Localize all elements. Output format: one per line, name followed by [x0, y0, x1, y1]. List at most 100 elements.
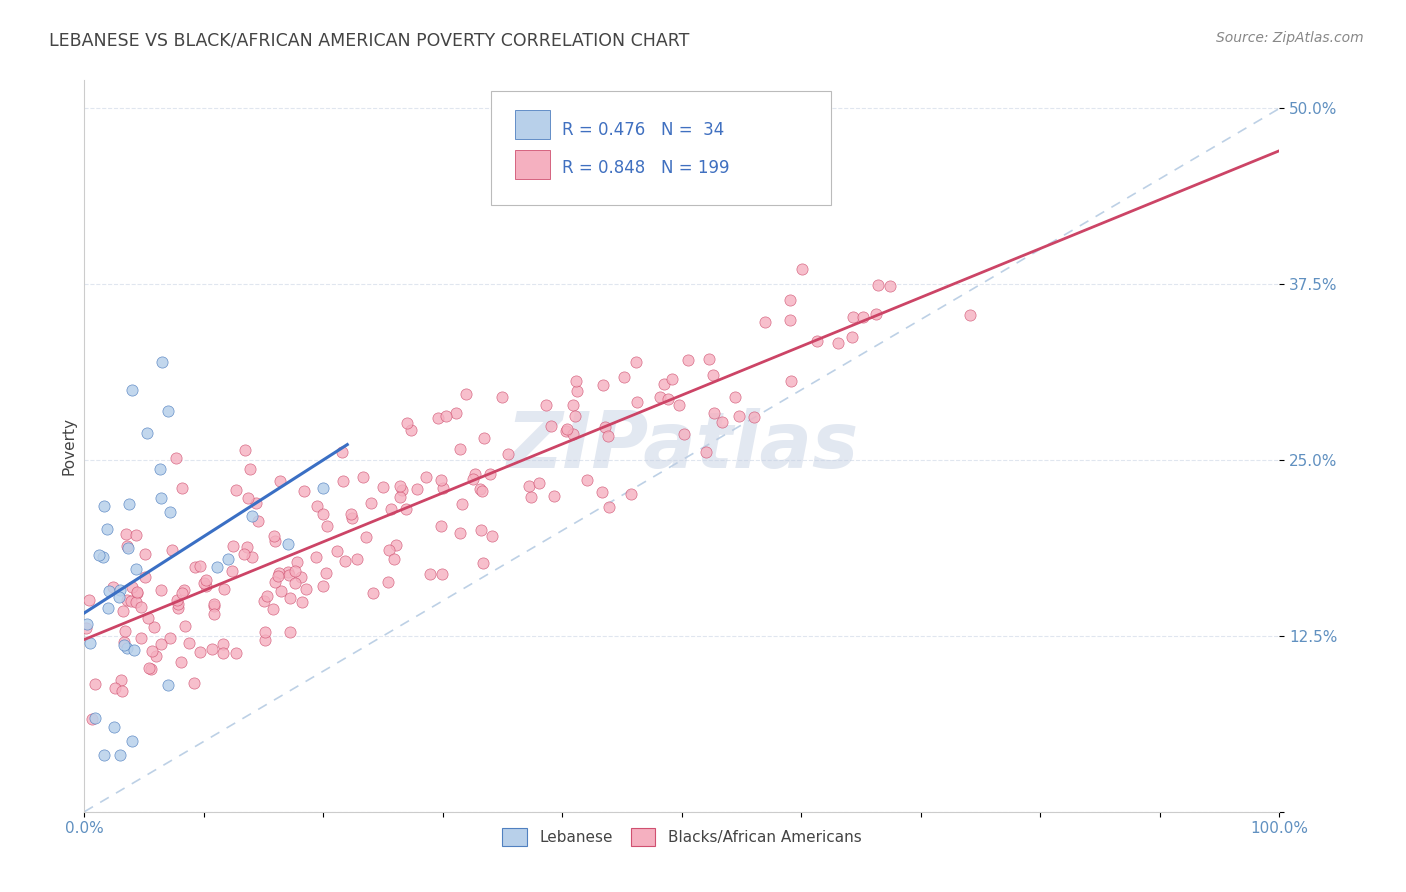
Point [157, 678, 180, 692]
Point [240, 509, 263, 524]
Point [377, 575, 399, 590]
Point [360, 496, 382, 510]
Point [415, 470, 437, 484]
Point [98, 584, 121, 599]
Legend: Lebanese, Blacks/African Americans: Lebanese, Blacks/African Americans [496, 822, 868, 852]
Point [173, 582, 195, 597]
Point [121, 734, 143, 748]
Point [112, 638, 135, 652]
Point [491, 390, 513, 404]
Point [444, 406, 467, 420]
Point [87, 549, 110, 563]
Point [396, 416, 419, 430]
Point [312, 579, 335, 593]
Point [668, 398, 690, 412]
Point [170, 586, 193, 600]
Point [225, 646, 247, 660]
Point [790, 262, 813, 277]
Point [114, 526, 136, 541]
Point [371, 480, 394, 494]
Point [290, 570, 312, 584]
Point [557, 422, 579, 436]
Text: Source: ZipAtlas.com: Source: ZipAtlas.com [1216, 31, 1364, 45]
Point [96, 522, 118, 536]
Point [593, 420, 616, 434]
Point [263, 574, 285, 589]
Point [124, 527, 146, 541]
Point [150, 637, 173, 651]
Point [232, 547, 254, 561]
Point [449, 526, 471, 541]
Point [449, 442, 471, 457]
Point [236, 541, 259, 555]
Point [135, 426, 157, 441]
Point [284, 564, 307, 578]
Point [115, 592, 138, 607]
Point [648, 390, 671, 404]
Point [332, 474, 354, 488]
Point [82, 712, 104, 726]
Point [83, 677, 105, 691]
Point [461, 472, 484, 486]
Point [149, 491, 172, 506]
Point [183, 676, 205, 690]
Point [124, 643, 146, 657]
Point [194, 579, 217, 593]
Point [108, 591, 131, 605]
Point [212, 637, 235, 651]
Point [93, 748, 115, 763]
Point [110, 748, 132, 763]
Point [84, 711, 107, 725]
Point [115, 640, 138, 655]
Point [112, 634, 135, 648]
Point [620, 487, 643, 501]
Point [165, 450, 187, 465]
Point [391, 483, 413, 497]
Point [657, 392, 679, 407]
Point [389, 490, 412, 504]
Point [806, 334, 828, 349]
Point [598, 500, 620, 515]
Point [264, 533, 287, 548]
Point [728, 409, 751, 423]
Point [695, 445, 717, 459]
Point [307, 499, 329, 513]
Point [125, 562, 148, 576]
Point [852, 310, 875, 325]
Point [591, 485, 613, 500]
Point [356, 530, 378, 544]
Text: R = 0.476   N =  34: R = 0.476 N = 34 [562, 120, 724, 138]
Point [380, 502, 402, 516]
Point [202, 607, 225, 621]
Point [626, 395, 648, 409]
Point [121, 580, 143, 594]
Point [212, 646, 235, 660]
Point [278, 568, 301, 582]
Point [131, 632, 153, 646]
Point [121, 594, 143, 608]
Point [406, 483, 429, 497]
Point [865, 307, 887, 321]
Point [91, 549, 114, 564]
Point [188, 645, 211, 659]
Point [520, 490, 543, 504]
Point [254, 625, 277, 640]
Point [134, 547, 156, 561]
Point [827, 335, 849, 350]
Point [278, 591, 301, 605]
Point [270, 584, 292, 599]
Point [235, 442, 257, 457]
Point [363, 586, 385, 600]
Point [145, 648, 167, 663]
Point [138, 661, 160, 675]
Point [624, 355, 647, 369]
Point [779, 312, 801, 326]
Point [389, 479, 412, 493]
Point [754, 316, 776, 330]
Point [565, 384, 588, 398]
Point [184, 559, 207, 574]
Point [202, 597, 225, 611]
Point [470, 482, 492, 496]
Point [596, 428, 619, 442]
Point [285, 555, 308, 569]
